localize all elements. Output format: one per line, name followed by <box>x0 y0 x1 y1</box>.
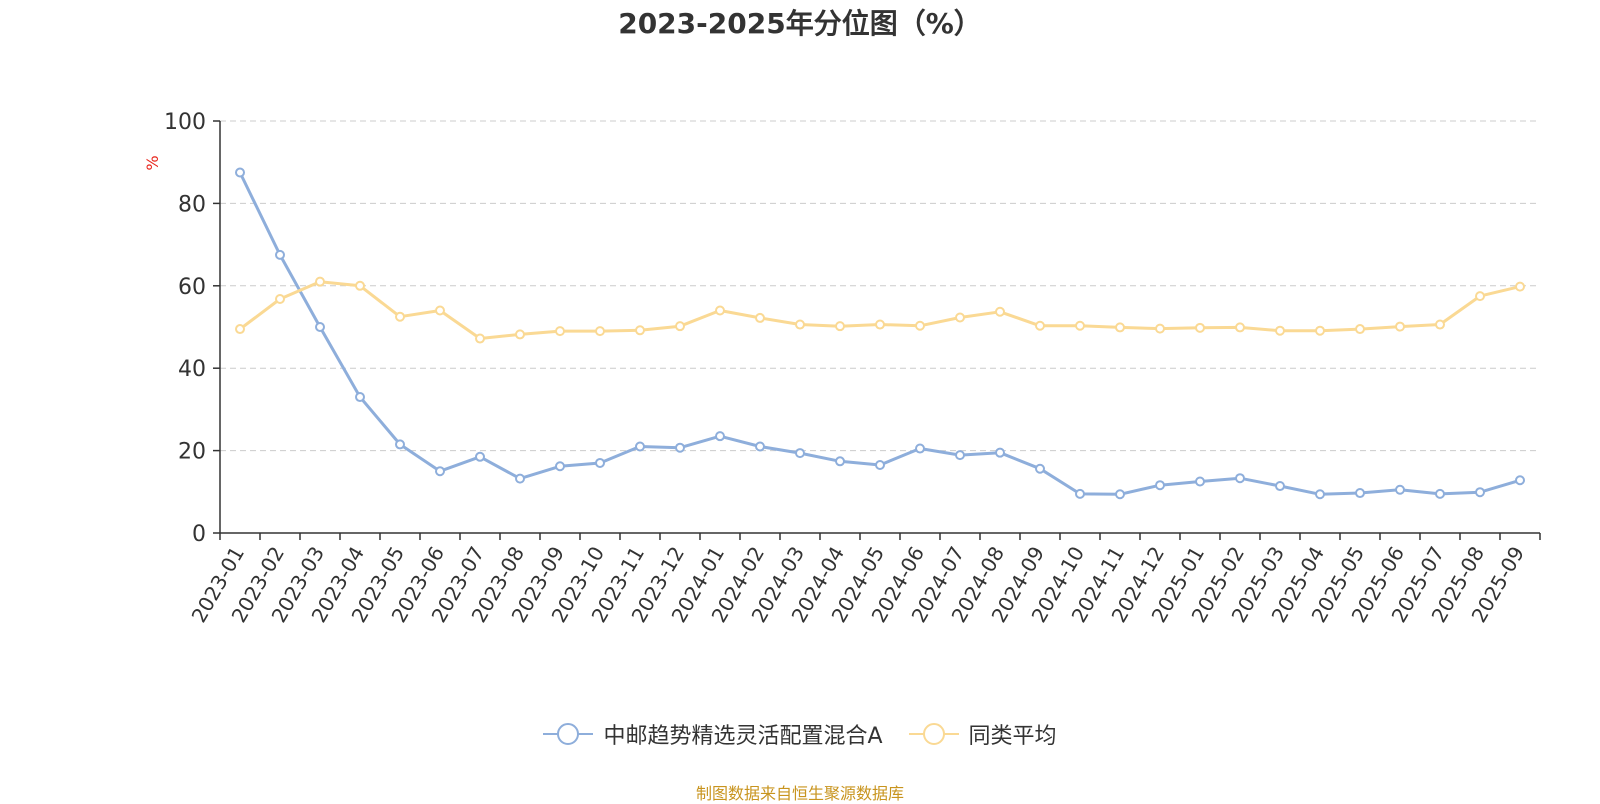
data-point <box>1155 480 1165 491</box>
data-point <box>555 461 565 472</box>
source-note: 制图数据来自恒生聚源数据库 <box>695 784 904 803</box>
legend-marker <box>922 723 945 745</box>
data-point <box>1035 463 1045 474</box>
data-point <box>875 460 885 471</box>
data-point <box>715 431 725 442</box>
data-point <box>755 441 765 452</box>
series-1 <box>235 167 1525 500</box>
data-point <box>1355 324 1365 335</box>
data-point <box>795 319 805 330</box>
legend-label: 中邮趋势精选灵活配置混合A <box>603 724 883 749</box>
grid-lines <box>213 120 1540 534</box>
data-point <box>595 326 605 337</box>
data-point <box>1235 473 1245 484</box>
series-layer <box>235 167 1525 500</box>
data-point <box>395 439 405 450</box>
data-point <box>635 325 645 336</box>
legend-swatch-icon <box>543 723 594 745</box>
data-point <box>995 306 1005 317</box>
y-tick-labels: 0 20 40 60 80 100 <box>164 110 206 547</box>
legend-swatch-icon <box>908 723 959 745</box>
data-point <box>275 249 285 260</box>
data-point <box>835 321 845 332</box>
x-tick-labels: 2023-012023-022023-032023-042023-052023-… <box>187 542 1530 626</box>
data-point <box>995 447 1005 458</box>
data-point <box>275 293 285 304</box>
legend-item[interactable]: 中邮趋势精选灵活配置混合A <box>543 718 883 750</box>
data-point <box>1275 481 1285 492</box>
data-point <box>435 466 445 477</box>
y-tick-label: 100 <box>164 110 206 135</box>
data-point <box>1115 322 1125 333</box>
data-point <box>955 450 965 461</box>
data-point <box>1155 323 1165 334</box>
data-point <box>1395 321 1405 332</box>
series-line <box>239 280 1521 340</box>
series-2 <box>235 276 1525 344</box>
y-axis-label: % <box>143 155 162 170</box>
line-chart: 0 20 40 60 80 100 2023-012023-022023-032023-0… <box>143 110 1541 627</box>
data-point <box>1315 489 1325 500</box>
data-point <box>675 442 685 453</box>
data-point <box>1355 488 1365 499</box>
data-point <box>715 305 725 316</box>
data-point <box>675 321 685 332</box>
data-point <box>1075 488 1085 499</box>
data-point <box>355 280 365 291</box>
data-point <box>1115 489 1125 500</box>
data-point <box>915 320 925 331</box>
data-point <box>1235 322 1245 333</box>
legend-label: 同类平均 <box>968 724 1057 749</box>
chart-title: 2023-2025年分位图（%） <box>618 7 982 40</box>
data-point <box>475 451 485 462</box>
axes <box>219 121 1541 540</box>
y-tick-label: 20 <box>178 440 206 465</box>
data-point <box>635 441 645 452</box>
y-tick-label: 0 <box>192 522 206 547</box>
data-point <box>435 305 445 316</box>
y-tick-label: 40 <box>178 357 206 382</box>
data-point <box>795 448 805 459</box>
data-point <box>1075 320 1085 331</box>
data-point <box>355 392 365 403</box>
data-point <box>555 326 565 337</box>
data-point <box>755 312 765 323</box>
data-point <box>955 312 965 323</box>
data-point <box>1315 325 1325 336</box>
data-point <box>1395 484 1405 495</box>
data-point <box>595 457 605 468</box>
data-point <box>395 311 405 322</box>
data-point <box>875 319 885 330</box>
data-point <box>1475 487 1485 498</box>
y-tick-label: 80 <box>178 192 206 217</box>
data-point <box>1515 475 1525 486</box>
data-point <box>1435 488 1445 499</box>
data-point <box>315 322 325 332</box>
data-point <box>315 276 325 287</box>
data-point <box>1275 325 1285 336</box>
data-point <box>915 443 925 454</box>
data-point <box>1195 476 1205 487</box>
data-point <box>235 324 245 335</box>
data-point <box>515 329 525 340</box>
data-point <box>235 167 245 178</box>
data-point <box>1195 322 1205 333</box>
legend-marker <box>557 723 580 745</box>
legend-item[interactable]: 同类平均 <box>908 718 1057 750</box>
data-point <box>1435 319 1445 330</box>
legend: 中邮趋势精选灵活配置混合A 同类平均 <box>0 718 1600 750</box>
y-tick-label: 60 <box>178 275 206 300</box>
data-point <box>515 473 525 484</box>
data-point <box>1515 281 1525 292</box>
series-line <box>238 171 1521 496</box>
data-point <box>835 456 845 467</box>
data-point <box>475 333 485 344</box>
data-point <box>1475 291 1485 302</box>
data-point <box>1035 320 1045 331</box>
